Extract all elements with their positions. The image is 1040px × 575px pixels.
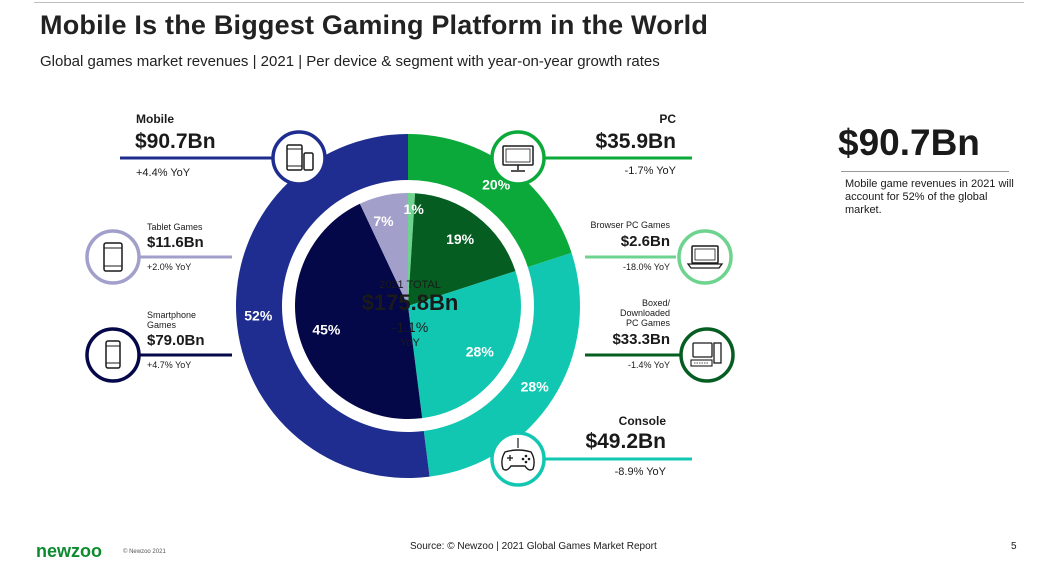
boxed-yoy: -1.4% YoY (627, 360, 670, 370)
ring-labels: 20%28%52%1%19%28%45%7% (244, 177, 549, 395)
label-browser-pc-games: 1% (404, 201, 425, 217)
boxed-name-line2: Downloaded (619, 308, 670, 318)
tablet-value: $11.6Bn (147, 234, 204, 251)
page-subtitle: Global games market revenues | 2021 | Pe… (40, 53, 660, 70)
slice-browser-pc-games (408, 193, 416, 306)
slice-console (423, 252, 581, 477)
page-title: Mobile Is the Biggest Gaming Platform in… (40, 10, 709, 40)
label-console: 28% (466, 344, 495, 360)
label-smartphone-games: 45% (312, 322, 341, 338)
tablet-name: Tablet Games (147, 222, 203, 232)
smartphone-name-line2: Games (147, 320, 177, 330)
label-console: 28% (521, 378, 550, 394)
center-total-value: $175.8Bn (361, 290, 459, 315)
copyright: © Newzoo 2021 (123, 549, 166, 555)
desktop-pc-icon (679, 327, 735, 383)
console-value: $49.2Bn (585, 430, 666, 453)
browser-name: Browser PC Games (590, 220, 670, 230)
inner-ring (295, 193, 521, 419)
slice-mobile (236, 134, 430, 478)
mobile-yoy: +4.4% YoY (136, 167, 191, 179)
highlight-value: $90.7Bn (838, 122, 980, 163)
tablet-yoy: +2.0% YoY (147, 262, 192, 272)
pc-value: $35.9Bn (595, 130, 676, 153)
pc-yoy: -1.7% YoY (624, 165, 676, 177)
slice-pc (408, 134, 572, 268)
slice-tablet-games (359, 193, 408, 306)
pc-name: PC (659, 112, 676, 126)
center-growth-label: YoY (400, 337, 420, 349)
mobile-devices-icon (271, 130, 327, 186)
outer-ring (236, 134, 581, 478)
mobile-value: $90.7Bn (135, 130, 216, 153)
slice-smartphone-games (295, 203, 423, 419)
boxed-name-line3: PC Games (625, 318, 670, 328)
smartphone-icon (85, 327, 141, 383)
newzoo-logo: newzoo (36, 541, 102, 561)
console-yoy: -8.9% YoY (614, 466, 666, 478)
tablet-icon (85, 229, 141, 285)
label-boxed-downloaded-pc-games: 19% (446, 231, 475, 247)
label-mobile: 52% (244, 307, 273, 323)
boxed-name-line1: Boxed/ (641, 298, 670, 308)
boxed-value: $33.3Bn (612, 331, 670, 348)
smartphone-name-line1: Smartphone (147, 310, 197, 320)
browser-yoy: -18.0% YoY (622, 262, 670, 272)
label-tablet-games: 7% (373, 213, 394, 229)
page-number: 5 (1011, 541, 1017, 552)
laptop-icon (677, 229, 733, 285)
highlight-divider (841, 171, 1009, 172)
smartphone-yoy: +4.7% YoY (147, 360, 192, 370)
source-note: Source: © Newzoo | 2021 Global Games Mar… (410, 541, 657, 552)
console-name: Console (618, 414, 666, 428)
highlight-note: Mobile game revenues in 2021 will accoun… (845, 178, 1014, 216)
browser-value: $2.6Bn (620, 233, 670, 250)
gamepad-icon (490, 431, 546, 487)
center-total-label: 2021 TOTAL (379, 279, 441, 291)
slice-console (408, 271, 521, 419)
top-divider (34, 2, 1024, 3)
monitor-icon (490, 130, 546, 186)
smartphone-value: $79.0Bn (147, 332, 205, 349)
slice-boxed-downloaded-pc-games (408, 193, 516, 306)
mobile-name: Mobile (136, 112, 174, 126)
center-growth: -1.1% (391, 319, 429, 335)
